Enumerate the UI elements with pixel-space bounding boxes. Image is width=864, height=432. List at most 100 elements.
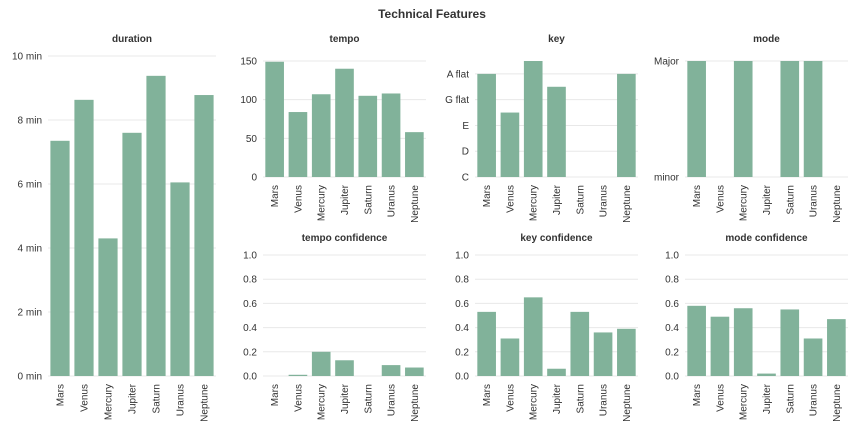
x-tick-label: Mars — [692, 185, 703, 207]
bar — [570, 311, 590, 376]
y-tick-label: Major — [654, 57, 680, 68]
x-tick-label: Saturn — [152, 384, 163, 413]
x-tick-label: Saturn — [363, 185, 374, 214]
x-tick-label: Mars — [270, 185, 281, 207]
x-tick-label: Neptune — [410, 185, 421, 223]
x-tick-label: Neptune — [410, 384, 421, 422]
y-tick-label: 0.0 — [243, 372, 257, 383]
x-tick-label: Neptune — [622, 185, 633, 223]
bar — [288, 112, 308, 177]
x-tick-label: Jupiter — [762, 184, 773, 215]
y-tick-label: A flat — [447, 69, 469, 80]
x-tick-label: Mars — [56, 384, 67, 406]
bar — [477, 73, 496, 177]
bar — [523, 61, 543, 177]
bar — [311, 351, 331, 376]
x-tick-label: Mercury — [529, 384, 540, 420]
x-tick-label: Saturn — [785, 185, 796, 214]
bar — [381, 365, 401, 376]
panel-title: mode confidence — [725, 233, 808, 244]
bar — [547, 368, 566, 376]
panel-title: mode — [753, 34, 780, 45]
panel-key-confidence: key confidence 0.0 0.2 0.4 0.6 0.8 1.0 Mars Venu… — [455, 233, 638, 422]
x-tick-label: Saturn — [785, 384, 796, 413]
bar — [122, 132, 142, 376]
panel-title: key — [548, 34, 565, 45]
y-tick-label: 0.4 — [665, 323, 679, 334]
y-tick-label: 4 min — [18, 244, 42, 255]
bar — [288, 374, 308, 376]
y-tick-label: G flat — [445, 95, 469, 106]
x-tick-label: Uranus — [809, 384, 820, 416]
bar — [733, 61, 753, 177]
bar — [500, 112, 520, 177]
bar — [780, 309, 800, 376]
figure-title: Technical Features — [378, 7, 486, 21]
bar — [757, 373, 776, 376]
bar — [500, 338, 520, 376]
bar — [405, 132, 424, 177]
panel-mode-confidence: mode confidence 0.0 0.2 0.4 0.6 0.8 1.0 Mars Ven… — [665, 233, 848, 422]
x-tick-label: Venus — [293, 185, 304, 213]
y-tick-label: 0.0 — [665, 372, 679, 383]
y-tick-label: 10 min — [12, 52, 42, 63]
y-tick-label: 0.6 — [665, 299, 679, 310]
panel-title: tempo confidence — [302, 233, 388, 244]
bar — [593, 332, 613, 376]
x-tick-label: Neptune — [622, 384, 633, 422]
bar — [265, 61, 284, 178]
bar — [98, 238, 118, 376]
panel-title: duration — [112, 34, 152, 45]
bar — [335, 68, 354, 177]
bar — [523, 297, 543, 376]
bar — [194, 95, 214, 376]
y-tick-label: 0.6 — [243, 299, 257, 310]
x-tick-label: Neptune — [832, 384, 843, 422]
y-tick-label: 0.8 — [455, 275, 469, 286]
y-tick-label: 6 min — [18, 180, 42, 191]
y-tick-label: E — [462, 121, 469, 132]
bar — [74, 99, 94, 376]
y-tick-label: 150 — [240, 57, 257, 68]
bar — [617, 328, 636, 376]
bar — [687, 305, 706, 376]
x-tick-label: Uranus — [387, 185, 398, 217]
y-tick-label: 0 min — [18, 372, 42, 383]
y-tick-label: 1.0 — [665, 251, 679, 262]
x-tick-label: Saturn — [363, 384, 374, 413]
bar — [335, 360, 354, 376]
x-tick-label: Neptune — [200, 384, 211, 422]
y-tick-label: 0.4 — [243, 323, 257, 334]
bar — [477, 311, 496, 376]
panel-title: tempo — [330, 34, 360, 45]
x-tick-label: Uranus — [809, 185, 820, 217]
y-tick-label: 0.2 — [665, 347, 679, 358]
x-tick-label: Venus — [505, 384, 516, 412]
x-tick-label: Mars — [270, 384, 281, 406]
x-tick-label: Jupiter — [340, 184, 351, 215]
bar — [405, 367, 424, 376]
panel-tempo: tempo 0 50 100 150 Mars Venus Mercury Jupiter Sat… — [240, 34, 426, 223]
bar — [358, 95, 378, 177]
x-tick-label: Mercury — [317, 384, 328, 420]
x-tick-label: Mercury — [317, 185, 328, 221]
x-tick-label: Venus — [715, 185, 726, 213]
x-tick-label: Mercury — [529, 185, 540, 221]
y-tick-label: 0 — [251, 173, 257, 184]
panel-mode: mode minor Major Mars Venus Mercury Jupiter Sat… — [654, 34, 848, 223]
x-tick-label: Mercury — [739, 384, 750, 420]
bar — [50, 140, 70, 376]
bar — [146, 75, 166, 376]
y-tick-label: 0.8 — [243, 275, 257, 286]
y-tick-label: 1.0 — [243, 251, 257, 262]
bar — [803, 61, 823, 177]
bar — [803, 338, 823, 376]
y-tick-label: 1.0 — [455, 251, 469, 262]
y-tick-label: D — [462, 147, 469, 158]
panel-duration: duration 0 min 2 min 4 min 6 min 8 min 10 min M… — [12, 34, 216, 422]
y-tick-label: 0.8 — [665, 275, 679, 286]
x-tick-label: Uranus — [387, 384, 398, 416]
y-tick-label: 2 min — [18, 308, 42, 319]
